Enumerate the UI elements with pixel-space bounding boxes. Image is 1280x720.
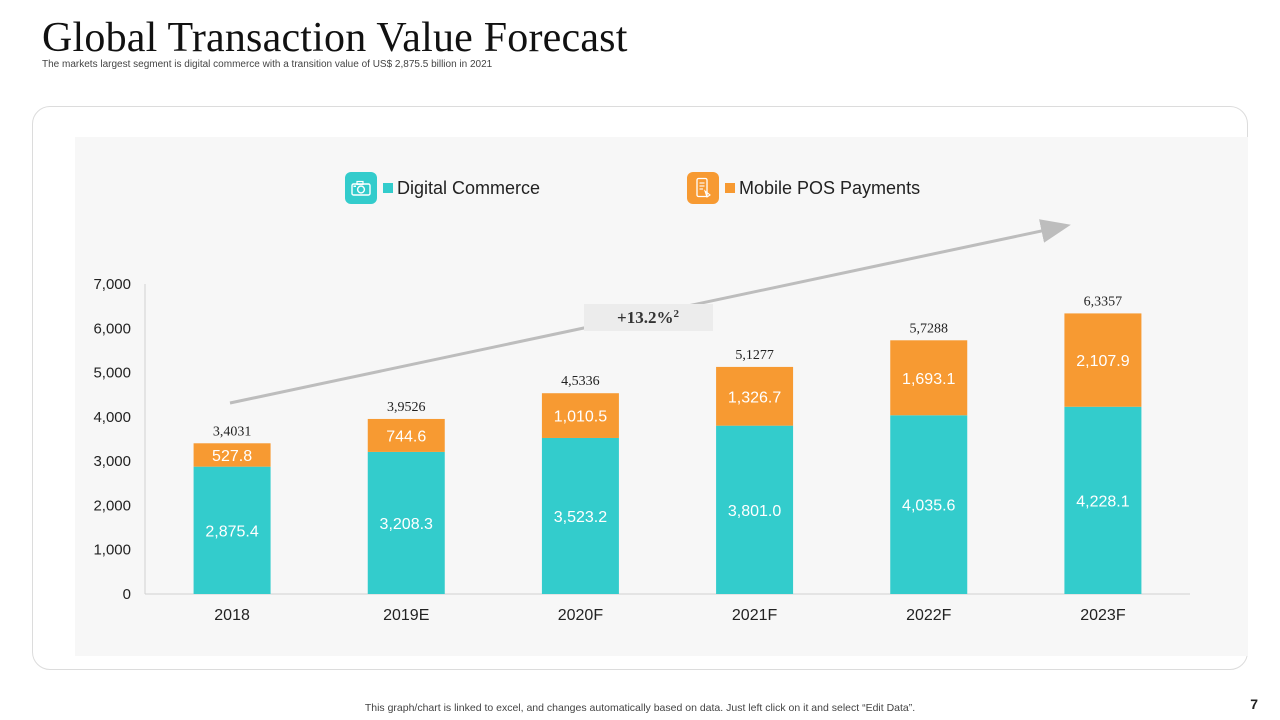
total-label: 5,7288: [910, 321, 949, 336]
x-tick-label: 2023F: [1080, 607, 1126, 624]
bar-mobile-pos: [193, 443, 271, 467]
y-tick-label: 0: [123, 586, 131, 603]
data-label-mobile-pos: 527.8: [212, 448, 252, 465]
bar-digital-commerce: [716, 425, 794, 594]
bar-digital-commerce: [541, 437, 619, 594]
x-tick-label: 2022F: [906, 607, 952, 624]
total-label: 4,5336: [561, 374, 600, 389]
growth-annotation-superscript: 2: [673, 308, 679, 320]
y-tick-label: 7,000: [93, 276, 131, 293]
bar-mobile-pos: [1064, 313, 1142, 407]
bar-digital-commerce: [1064, 406, 1142, 594]
x-tick-label: 2020F: [558, 607, 604, 624]
growth-annotation-box: [584, 304, 713, 331]
bar-digital-commerce: [367, 451, 445, 594]
growth-annotation-value: +13.2%: [617, 308, 673, 327]
data-label-mobile-pos: 2,107.9: [1076, 353, 1129, 370]
total-label: 3,9526: [387, 400, 426, 415]
bar-mobile-pos: [716, 366, 794, 426]
camera-icon: [345, 172, 377, 204]
x-tick-label: 2018: [214, 607, 250, 624]
bar-digital-commerce: [890, 415, 968, 594]
bar-mobile-pos: [541, 393, 619, 438]
growth-annotation-label: +13.2%2: [617, 308, 679, 327]
receipt-phone-icon: [687, 172, 719, 204]
data-label-mobile-pos: 1,693.1: [902, 371, 955, 388]
legend-label-mobile-pos: Mobile POS Payments: [739, 177, 921, 198]
y-tick-label: 5,000: [93, 365, 131, 382]
slide-title: Global Transaction Value Forecast: [42, 15, 628, 61]
data-label-digital-commerce: 3,523.2: [554, 509, 607, 526]
data-label-mobile-pos: 1,010.5: [554, 409, 607, 426]
data-label-digital-commerce: 4,228.1: [1076, 493, 1129, 510]
data-label-digital-commerce: 3,208.3: [380, 516, 433, 533]
data-label-digital-commerce: 4,035.6: [902, 498, 955, 515]
bar-mobile-pos: [367, 418, 445, 452]
legend-mobile-pos: Mobile POS Payments: [687, 170, 920, 206]
total-label: 5,1277: [735, 348, 774, 363]
bar-mobile-pos: [890, 340, 968, 416]
y-tick-label: 3,000: [93, 453, 131, 470]
total-label: 6,3357: [1084, 294, 1123, 309]
data-label-digital-commerce: 2,875.4: [205, 523, 258, 540]
bar-digital-commerce: [193, 466, 271, 594]
y-tick-label: 1,000: [93, 542, 131, 559]
total-label: 3,4031: [213, 424, 252, 439]
slide-subtitle: The markets largest segment is digital c…: [42, 59, 493, 70]
footer-note: This graph/chart is linked to excel, and…: [364, 702, 916, 714]
y-tick-label: 4,000: [93, 409, 131, 426]
y-tick-label: 6,000: [93, 320, 131, 337]
legend-digital-commerce: Digital Commerce: [345, 170, 540, 206]
data-label-mobile-pos: 1,326.7: [728, 389, 781, 406]
data-label-digital-commerce: 3,801.0: [728, 503, 781, 520]
legend-swatch-mobile-pos: [725, 183, 735, 193]
x-tick-label: 2021F: [732, 607, 778, 624]
legend-label-digital-commerce: Digital Commerce: [397, 177, 541, 198]
legend-swatch-digital-commerce: [383, 183, 393, 193]
data-label-mobile-pos: 744.6: [386, 428, 426, 445]
x-tick-label: 2019E: [383, 607, 429, 624]
y-tick-label: 2,000: [93, 497, 131, 514]
page-number: 7: [1250, 696, 1258, 712]
